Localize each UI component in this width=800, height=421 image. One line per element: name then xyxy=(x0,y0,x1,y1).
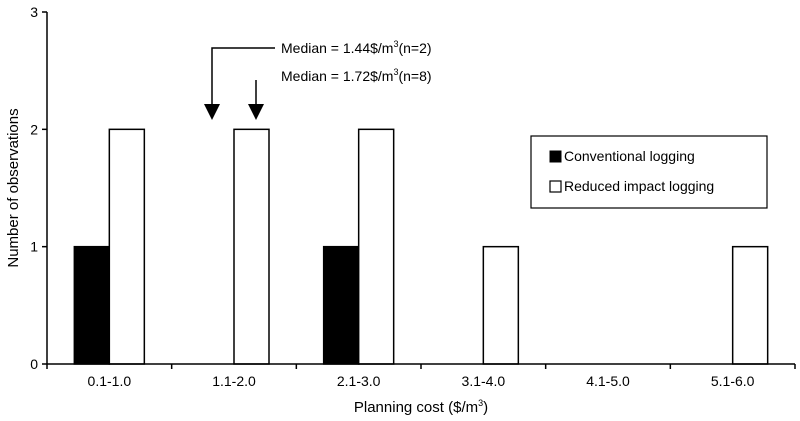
y-tick-label: 2 xyxy=(30,121,38,137)
legend-label-reduced: Reduced impact logging xyxy=(564,178,714,194)
legend: Conventional logging Reduced impact logg… xyxy=(530,135,768,209)
x-tick-label: 0.1-1.0 xyxy=(88,373,132,389)
median-arrowhead-conventional xyxy=(204,104,220,120)
bar-conventional-0.1-1.0 xyxy=(73,245,111,365)
x-tick-label: 5.1-6.0 xyxy=(711,373,755,389)
y-tick-label: 0 xyxy=(30,356,38,372)
legend-label-conventional: Conventional logging xyxy=(564,148,695,164)
median-arrow-conventional xyxy=(211,47,275,108)
bar-reduced-0.1-1.0 xyxy=(108,128,146,365)
x-tick-label: 3.1-4.0 xyxy=(462,373,506,389)
bar-reduced-5.1-6.0 xyxy=(731,245,769,365)
legend-swatch-reduced xyxy=(549,180,562,193)
y-tick-label: 3 xyxy=(30,4,38,20)
legend-box xyxy=(530,135,768,209)
y-tick-label: 1 xyxy=(30,239,38,255)
median-label-reduced: Median = 1.72$/m3(n=8) xyxy=(281,67,432,84)
legend-swatch-conventional xyxy=(549,150,562,163)
bar-reduced-3.1-4.0 xyxy=(482,245,520,365)
x-tick-label: 1.1-2.0 xyxy=(212,373,256,389)
y-axis-label: Number of observations xyxy=(5,108,22,267)
median-label-conventional: Median = 1.44$/m3(n=2) xyxy=(281,39,432,56)
x-axis-label: Planning cost ($/m3) xyxy=(354,398,488,416)
bar-reduced-2.1-3.0 xyxy=(357,128,395,365)
median-arrowhead-reduced xyxy=(248,104,264,120)
bar-reduced-1.1-2.0 xyxy=(233,128,270,365)
x-tick-label: 2.1-3.0 xyxy=(337,373,381,389)
x-tick-label: 4.1-5.0 xyxy=(586,373,630,389)
bar-conventional-2.1-3.0 xyxy=(322,245,360,365)
